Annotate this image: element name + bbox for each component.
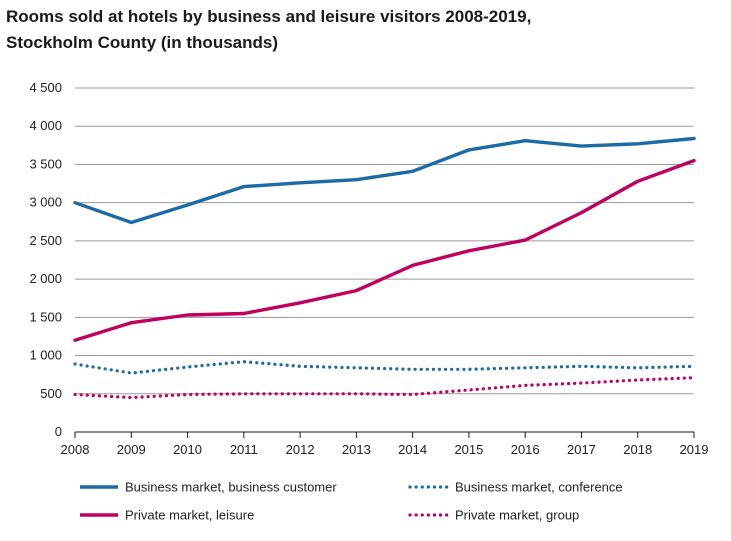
series-line-business-market-conference [73,360,696,375]
x-tick-label: 2014 [398,442,427,457]
x-tick-label: 2013 [342,442,371,457]
x-tick-label: 2016 [511,442,540,457]
x-tick-label: 2012 [286,442,315,457]
x-tick-label: 2009 [117,442,146,457]
series-lines [73,136,696,400]
legend: Business market, business customer Busine… [80,480,623,523]
legend-item: Private market, leisure [80,508,254,523]
legend-label: Business market, conference [455,480,623,495]
legend-label: Business market, business customer [125,480,337,495]
y-tick-label: 4 000 [29,118,62,133]
x-tick-label: 2017 [567,442,596,457]
legend-item: Business market, business customer [80,480,337,495]
y-tick-label: 1 500 [29,309,62,324]
gridlines [75,87,694,395]
x-tick-label: 2008 [61,442,90,457]
x-tick-label: 2015 [454,442,483,457]
y-tick-label: 2 500 [29,233,62,248]
y-tick-label: 0 [55,424,62,439]
chart-title-line-2: Stockholm County (in thousands) [6,33,278,52]
chart-title-line-1: Rooms sold at hotels by business and lei… [6,7,532,26]
x-tick-label: 2011 [230,442,258,457]
series-line-private-market-group [73,376,696,400]
chart-title: Rooms sold at hotels by business and lei… [6,4,726,56]
y-tick-label: 2 000 [29,271,62,286]
x-tick-label: 2018 [623,442,652,457]
x-tick-label: 2010 [173,442,202,457]
y-tick-label: 3 500 [29,156,62,171]
series-line-business-market-business-customer [73,136,696,225]
y-tick-labels: 0 500 1 000 1 500 2 000 2 500 3 000 3 500 4 000 4… [29,80,62,439]
legend-label: Private market, leisure [125,508,254,523]
y-tick-label: 500 [40,386,62,401]
legend-item: Business market, conference [408,480,623,495]
y-tick-label: 3 000 [29,195,62,210]
axes [74,431,695,438]
y-tick-label: 4 500 [29,80,62,95]
legend-item: Private market, group [408,508,579,523]
x-tick-label: 2019 [680,442,709,457]
y-tick-label: 1 000 [29,348,62,363]
legend-label: Private market, group [455,508,579,523]
x-tick-labels: 2008 2009 2010 2011 2012 2013 2014 2015 2016 2017… [61,442,709,457]
series-line-private-market-leisure [73,158,696,342]
